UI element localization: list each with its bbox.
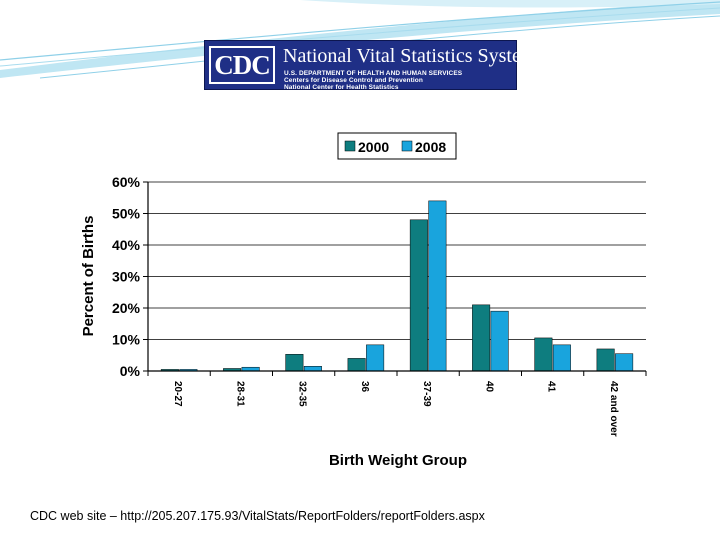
banner-line-nchs: National Center for Health Statistics: [284, 84, 399, 91]
bar-2008-37-39: [428, 200, 447, 372]
legend-frame: [337, 132, 457, 160]
y-tick-label: 60%: [112, 174, 141, 190]
y-axis-title: Percent of Births: [80, 216, 97, 337]
legend-swatch-2000: [344, 140, 356, 152]
x-category-label: 20-27: [172, 381, 183, 407]
y-tick-label: 10%: [112, 332, 141, 348]
x-axis-title: Birth Weight Group: [329, 452, 467, 469]
legend-label-2000: 2000: [358, 139, 389, 155]
cdc-logo: CDC: [209, 46, 275, 84]
x-category-label: 40: [483, 381, 494, 393]
bar-2000-42-and-over: [596, 348, 615, 372]
swoosh-band: [0, 0, 720, 78]
x-category-label: 42 and over: [608, 381, 619, 437]
bar-2008-42-and-over: [615, 353, 634, 372]
x-category-label: 28-31: [234, 381, 245, 407]
source-footer: CDC web site – http://205.207.175.93/Vit…: [30, 509, 485, 523]
bar-2000-40: [472, 304, 491, 372]
swoosh-line: [0, 1, 720, 61]
x-category-label: 41: [546, 381, 557, 393]
x-category-label: 32-35: [297, 381, 308, 407]
y-tick-label: 30%: [112, 269, 141, 285]
legend-label-2008: 2008: [415, 139, 446, 155]
birth-weight-chart: 2000 2008 0% 10% 20% 30% 40% 50% 60% 20-27 28-3…: [80, 132, 647, 469]
bar-2008-40: [490, 310, 509, 372]
legend-swatch-2008: [401, 140, 413, 152]
y-axis-ticks: 0% 10% 20% 30% 40% 50% 60%: [112, 174, 148, 379]
x-category-label: 37-39: [421, 381, 432, 407]
chart-bars: [160, 200, 634, 372]
bar-2000-32-35: [285, 354, 304, 372]
y-tick-label: 40%: [112, 237, 141, 253]
bar-2000-36: [347, 358, 366, 372]
swoosh-line: [0, 7, 720, 67]
chart-axes: [147, 182, 646, 372]
y-tick-label: 50%: [112, 206, 141, 222]
bar-2000-41: [534, 337, 553, 372]
chart-gridlines: [148, 181, 646, 340]
x-category-label: 36: [359, 381, 370, 393]
banner-line-cdc: Centers for Disease Control and Preventi…: [284, 77, 423, 84]
chart-legend: 2000 2008: [337, 132, 457, 160]
bar-2008-32-35: [303, 366, 322, 372]
swoosh-band-light: [300, 0, 720, 8]
y-tick-label: 0%: [120, 363, 141, 379]
bar-2008-41: [552, 344, 571, 372]
banner-title: National Vital Statistics System: [283, 45, 537, 67]
y-tick-label: 20%: [112, 300, 141, 316]
nvss-banner: CDC National Vital Statistics System U.S…: [204, 40, 536, 91]
bar-2000-37-39: [409, 219, 428, 372]
bar-2008-36: [366, 344, 385, 372]
x-axis-categories: 20-27 28-31 32-35 36 37-39 40 41 42 and over: [147, 371, 647, 437]
banner-line-hhs: U.S. DEPARTMENT OF HEALTH AND HUMAN SERV…: [284, 70, 463, 77]
